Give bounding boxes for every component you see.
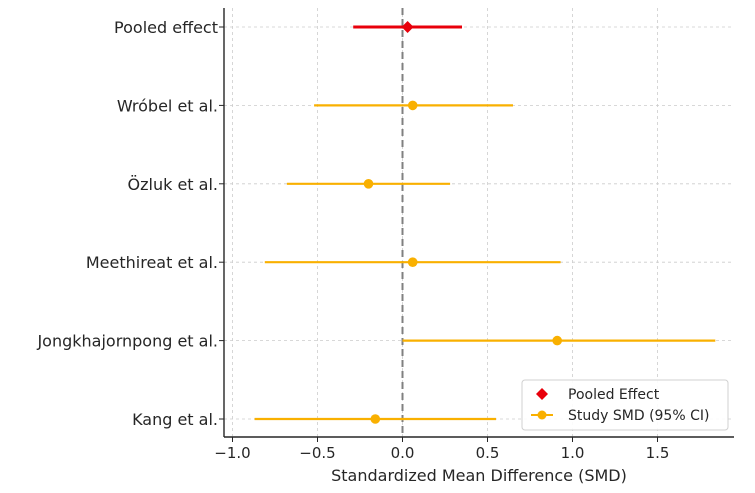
x-tick-label: 1.5 (646, 444, 670, 462)
legend: Pooled Effect Study SMD (95% CI) (521, 379, 729, 431)
x-tick-label: 1.0 (561, 444, 585, 462)
study-marker (370, 414, 381, 424)
legend-label: Pooled Effect (568, 387, 660, 403)
legend-study-marker (537, 410, 547, 420)
study-label: Meethireat et al. (86, 253, 218, 272)
study-label: Pooled effect (114, 18, 218, 37)
legend-label: Study SMD (95% CI) (568, 408, 709, 424)
point-estimates (363, 21, 562, 424)
grid (224, 8, 734, 437)
axes (219, 8, 734, 442)
x-tick-labels: −1.0 −0.5 0.0 0.5 1.0 1.5 (214, 444, 669, 462)
study-marker (407, 100, 418, 111)
study-label: Özluk et al. (128, 175, 218, 194)
study-marker (407, 257, 418, 268)
study-labels: Pooled effect Wróbel et al. Özluk et al. Me… (36, 18, 218, 429)
confidence-intervals (254, 25, 716, 421)
study-label: Kang et al. (132, 410, 218, 429)
x-tick-label: −0.5 (299, 444, 335, 462)
x-tick-label: 0.5 (476, 444, 500, 462)
x-tick-label: 0.0 (391, 444, 415, 462)
x-tick-label: −1.0 (214, 444, 250, 462)
legend-box (521, 379, 729, 431)
legend-items: Pooled Effect Study SMD (95% CI) (531, 387, 709, 424)
study-label: Wróbel et al. (117, 96, 218, 115)
x-axis-title: Standardized Mean Difference (SMD) (331, 466, 627, 485)
study-label: Jongkhajornpong et al. (36, 332, 218, 351)
study-marker (363, 179, 374, 189)
legend-pooled-marker (536, 388, 548, 400)
pooled-marker (401, 21, 414, 33)
study-marker (552, 335, 562, 346)
